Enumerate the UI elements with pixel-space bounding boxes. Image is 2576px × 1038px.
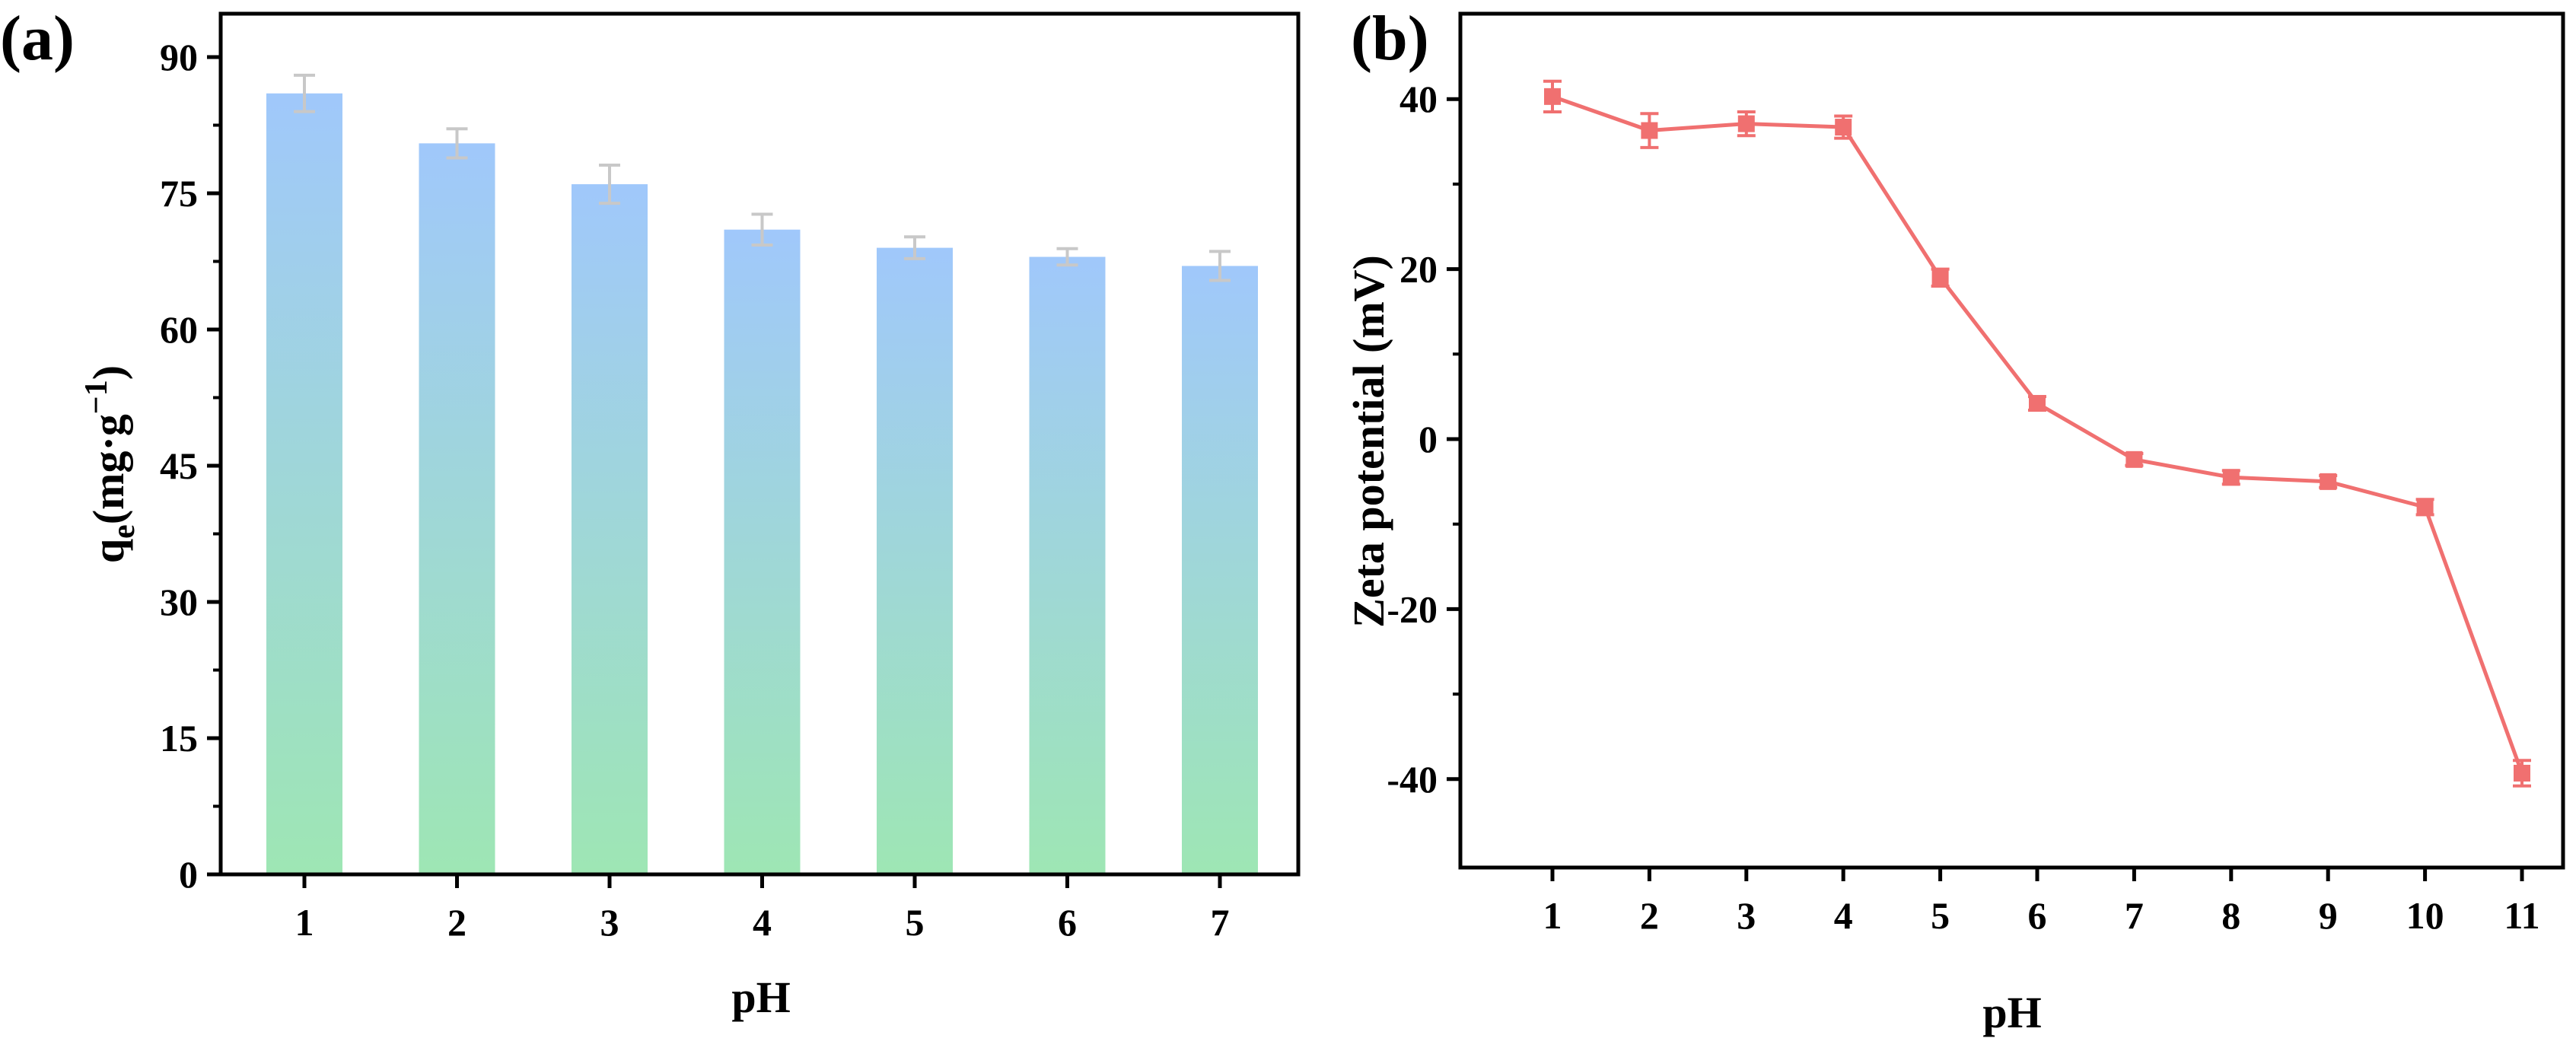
x-axis-label-a: pH bbox=[731, 973, 790, 1022]
data-point-2 bbox=[1641, 122, 1658, 139]
y-axis-ticks-b: -40 -20 0 20 40 bbox=[1387, 78, 1460, 801]
data-point-11 bbox=[2514, 764, 2530, 782]
x-tick-label-4: 4 bbox=[753, 901, 772, 944]
x-tick-label-2: 2 bbox=[447, 901, 466, 944]
y-axis-ticks-a: 0 15 30 45 60 75 90 bbox=[160, 36, 221, 896]
data-point-8 bbox=[2222, 469, 2240, 486]
x-tick-label-3: 3 bbox=[1737, 894, 1756, 937]
y-tick-label-40: 40 bbox=[1399, 78, 1438, 120]
data-point-3 bbox=[1737, 115, 1755, 132]
x-tick-label-5: 5 bbox=[906, 901, 925, 944]
data-point-7 bbox=[2125, 451, 2143, 468]
y-tick-label-0: 0 bbox=[1419, 418, 1438, 460]
data-point-5 bbox=[1931, 269, 1949, 286]
bars-group bbox=[266, 93, 1258, 875]
y-tick-label-60: 60 bbox=[160, 308, 198, 351]
y-tick-label-0: 0 bbox=[179, 853, 198, 896]
y-tick-label-15: 15 bbox=[160, 717, 198, 759]
x-tick-label-11: 11 bbox=[2504, 894, 2539, 937]
y-tick-label-90: 90 bbox=[160, 36, 198, 78]
data-point-10 bbox=[2416, 498, 2434, 516]
x-tick-label-7: 7 bbox=[2125, 894, 2144, 937]
x-tick-label-5: 5 bbox=[1931, 894, 1950, 937]
y-axis-label-a: qe(mg·g−1) bbox=[79, 365, 142, 563]
bar-3 bbox=[572, 184, 648, 875]
x-tick-label-1: 1 bbox=[295, 901, 314, 944]
y-tick-label--40: -40 bbox=[1387, 758, 1438, 801]
x-tick-label-6: 6 bbox=[2028, 894, 2047, 937]
y-tick-label-45: 45 bbox=[160, 444, 198, 487]
bar-4 bbox=[724, 229, 801, 874]
x-axis-label-b: pH bbox=[1982, 988, 2041, 1037]
y-tick-label--20: -20 bbox=[1387, 587, 1438, 630]
y-tick-label-75: 75 bbox=[160, 172, 198, 215]
line-chart-panel-b: (b) -40 -20 0 20 40 1 2 3 4 5 6 7 8 9 10 11 pH Zeta po… bbox=[1344, 3, 2565, 1037]
y-axis-label-b: Zeta potential (mV) bbox=[1344, 255, 1393, 628]
bar-2 bbox=[419, 143, 495, 874]
data-point-9 bbox=[2320, 473, 2337, 490]
x-tick-label-3: 3 bbox=[600, 901, 619, 944]
x-tick-label-8: 8 bbox=[2221, 894, 2240, 937]
panel-b-label: (b) bbox=[1351, 3, 1429, 74]
x-tick-label-1: 1 bbox=[1543, 894, 1562, 937]
y-tick-label-30: 30 bbox=[160, 581, 198, 623]
bar-1 bbox=[266, 93, 342, 875]
x-tick-label-6: 6 bbox=[1058, 901, 1077, 944]
error-bars-group bbox=[294, 73, 1231, 282]
bar-6 bbox=[1029, 256, 1106, 874]
data-point-1 bbox=[1544, 88, 1561, 105]
series-group-b bbox=[1543, 79, 2531, 788]
bar-7 bbox=[1182, 266, 1258, 874]
data-point-4 bbox=[1835, 119, 1852, 136]
zeta-line bbox=[1552, 94, 2524, 774]
x-tick-label-4: 4 bbox=[1834, 894, 1853, 937]
x-tick-label-7: 7 bbox=[1211, 901, 1230, 944]
plot-frame-b bbox=[1458, 11, 2565, 870]
x-tick-label-2: 2 bbox=[1640, 894, 1659, 937]
plot-frame-a bbox=[218, 11, 1301, 877]
x-axis-ticks-b: 1 2 3 4 5 6 7 8 9 10 11 bbox=[1543, 868, 2540, 937]
x-axis-ticks-a: 1 2 3 4 5 6 7 bbox=[295, 874, 1230, 944]
y-tick-label-20: 20 bbox=[1399, 248, 1438, 291]
data-point-6 bbox=[2029, 395, 2046, 412]
panel-a-label: (a) bbox=[0, 3, 75, 74]
x-tick-label-10: 10 bbox=[2406, 894, 2444, 937]
x-tick-label-9: 9 bbox=[2319, 894, 2338, 937]
bar-5 bbox=[877, 247, 953, 875]
